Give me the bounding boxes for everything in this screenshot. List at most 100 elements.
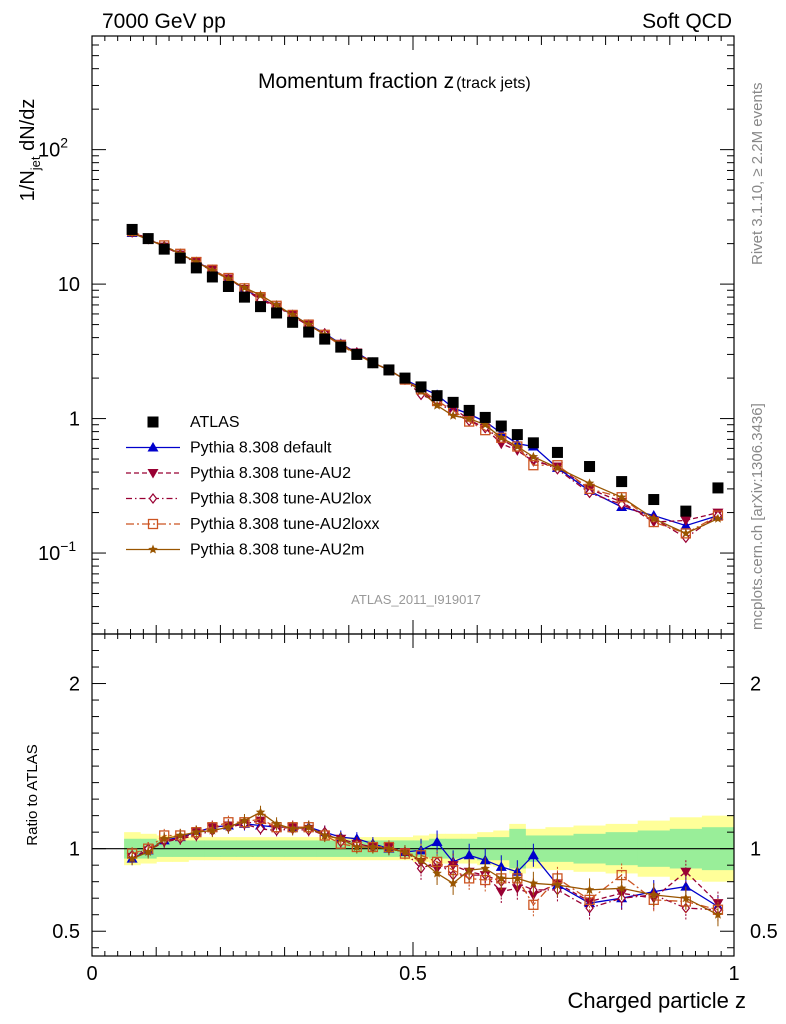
main-series-atlas — [126, 223, 724, 517]
ratio-y-tick-label-right: 1 — [750, 839, 761, 861]
legend-label: Pythia 8.308 tune-AU2lox — [190, 491, 371, 508]
main-point — [190, 262, 202, 274]
main-point — [495, 420, 507, 432]
main-y-axis-label: 1/Njet dN/dz — [17, 99, 43, 202]
main-point — [527, 437, 539, 449]
main-point — [616, 476, 628, 488]
ratio-point — [584, 884, 595, 894]
main-point — [648, 494, 660, 506]
ratio-point — [552, 879, 563, 890]
main-point — [479, 411, 491, 423]
main-point — [528, 451, 539, 461]
main-point — [142, 233, 154, 245]
main-point — [319, 333, 331, 345]
axis-tick-labels: 10−1 1 10 102 0.5 0.5 1 1 2 2 0 0.5 1 — [38, 135, 778, 985]
legend-entry: Pythia 8.308 tune-AU2 — [126, 465, 351, 482]
legend-label: Pythia 8.308 tune-AU2loxx — [190, 516, 379, 533]
mcplots-reference-label: mcplots.cern.ch [arXiv:1306.3436] — [749, 403, 766, 630]
x-tick-label: 1 — [728, 963, 739, 985]
legend-marker — [148, 493, 158, 504]
ratio-point — [384, 843, 394, 853]
main-point — [222, 280, 234, 292]
main-point — [511, 429, 523, 441]
main-point — [287, 316, 299, 328]
main-point — [551, 446, 563, 458]
legend: ATLAS Pythia 8.308 default Pythia 8.308 tu… — [126, 414, 379, 559]
main-point — [174, 252, 186, 264]
ratio-panel-frame — [91, 633, 735, 957]
main-point — [207, 265, 218, 275]
main-point — [206, 271, 218, 283]
x-tick-label: 0 — [86, 963, 97, 985]
ratio-point — [400, 846, 410, 857]
ratio-point — [416, 855, 426, 865]
main-y-tick-label: 10 — [58, 274, 80, 296]
main-point — [271, 307, 283, 319]
ratio-y-tick-label-right: 0.5 — [750, 921, 778, 943]
main-point — [303, 326, 315, 338]
analysis-id-label: ATLAS_2011_I919017 — [351, 592, 481, 607]
ratio-series-layer — [126, 805, 724, 927]
beam-label: 7000 GeV pp — [102, 10, 226, 33]
ratio-point — [303, 822, 314, 832]
plot-title: Momentum fraction z (track jets) — [258, 70, 531, 93]
main-y-tick-label: 1 — [69, 409, 80, 431]
main-point — [713, 513, 723, 523]
main-point — [158, 243, 170, 255]
main-point — [271, 299, 282, 309]
ratio-point — [271, 818, 282, 828]
legend-entry: Pythia 8.308 tune-AU2loxx — [126, 516, 379, 533]
ratio-point — [680, 867, 692, 878]
main-point — [367, 357, 379, 369]
main-point — [255, 289, 266, 300]
ratio-point — [191, 827, 202, 837]
main-point — [126, 223, 138, 235]
ratio-y-tick-label-left: 0.5 — [52, 921, 80, 943]
x-tick-label: 0.5 — [399, 963, 427, 985]
ratio-point — [255, 807, 266, 817]
ratio-point — [681, 893, 691, 903]
ratio-point — [143, 846, 153, 857]
main-point — [351, 348, 363, 360]
main-point — [447, 396, 459, 408]
ratio-y-tick-label-left: 2 — [69, 674, 80, 696]
ratio-point — [680, 881, 692, 891]
main-point — [680, 505, 692, 517]
ratio-point — [223, 822, 234, 832]
main-y-tick-label: 102 — [38, 135, 68, 162]
legend-label: ATLAS — [190, 414, 240, 431]
main-point — [496, 432, 507, 442]
ratio-point — [207, 825, 218, 835]
main-point — [712, 482, 724, 494]
main-point — [239, 282, 250, 292]
ratio-point — [287, 823, 298, 833]
axis-ticks — [91, 35, 735, 956]
ratio-point — [584, 897, 596, 908]
legend-marker — [147, 518, 159, 530]
main-point — [528, 460, 539, 471]
ratio-y-axis-label: Ratio to ATLAS — [24, 744, 41, 845]
ratio-point — [495, 861, 507, 871]
ratio-point — [713, 909, 723, 919]
ratio-point — [239, 815, 250, 825]
main-panel-frame — [91, 35, 735, 635]
ratio-point — [585, 902, 594, 914]
ratio-point — [448, 878, 458, 888]
main-point — [303, 319, 314, 329]
legend-label: Pythia 8.308 default — [190, 440, 332, 457]
process-label: Soft QCD — [642, 10, 732, 33]
ratio-point — [431, 836, 443, 847]
main-point — [552, 462, 563, 472]
ratio-y-tick-label-left: 1 — [69, 839, 80, 861]
main-point — [616, 492, 627, 502]
main-point — [680, 516, 692, 526]
main-point — [432, 400, 442, 410]
ratio-point — [496, 873, 507, 883]
legend-marker — [147, 416, 159, 428]
rivet-version-label: Rivet 3.1.10, ≥ 2.2M events — [749, 83, 766, 266]
legend-marker — [148, 544, 158, 554]
ratio-point — [616, 883, 627, 893]
ratio-point — [127, 853, 137, 863]
main-y-tick-label: 10−1 — [38, 538, 76, 565]
main-point — [335, 341, 347, 353]
